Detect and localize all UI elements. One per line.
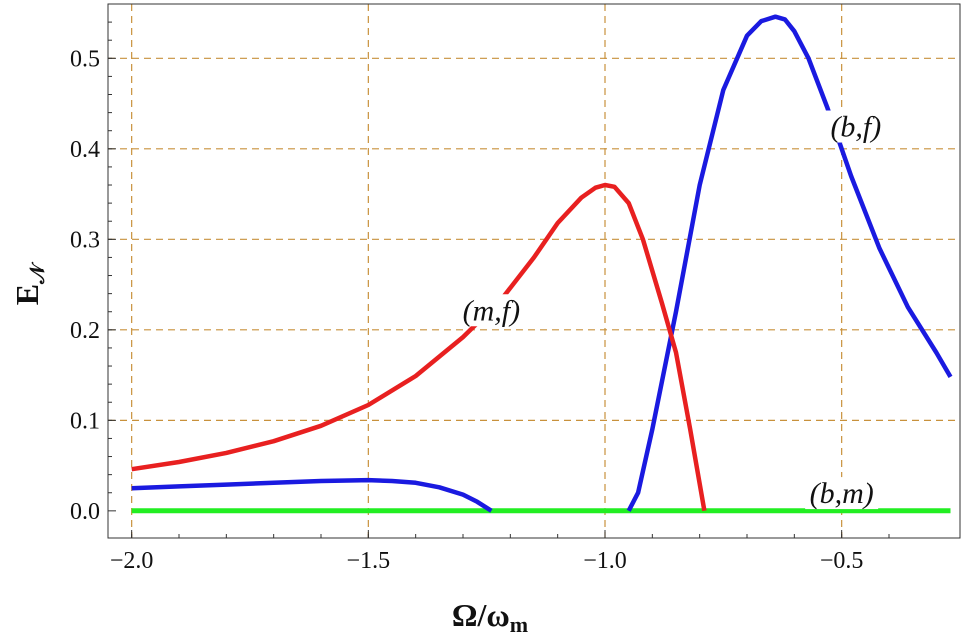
grid [108, 4, 960, 538]
curve-labels: (m,f) (b,f) (b,m) [454, 110, 893, 510]
curve-label-2: (b,m) [810, 477, 874, 510]
curve-label-1: (b,f) [830, 111, 881, 144]
curve-label-bg-1 [819, 110, 893, 143]
y-tick-label-1: 0.1 [70, 408, 100, 434]
x-tick-label-1: −1.5 [347, 548, 391, 574]
y-tick-label-5: 0.5 [70, 46, 100, 72]
x-tick-label-3: −0.5 [820, 548, 864, 574]
series-line-mf-0 [131, 182, 707, 512]
axis-ticks: −2.0 −1.5 −1.0 −0.5 0.0 0.1 0.2 0.3 0.4 0.5 [70, 21, 890, 574]
x-axis-title-main: Ω/ω [452, 597, 510, 633]
curve-label-bg-2 [805, 477, 879, 510]
curve-label-bg-0 [454, 294, 528, 327]
x-axis-title: Ω/ωm [452, 597, 528, 636]
series-line-bf-2 [626, 14, 953, 512]
y-axis-title-main: E [9, 284, 45, 305]
x-axis-title-sub: m [510, 612, 528, 636]
y-axis-title-sub: 𝒩 [27, 261, 49, 285]
y-tick-label-3: 0.3 [70, 227, 100, 253]
y-axis-title: E𝒩 [9, 261, 49, 305]
series-line-bf-1 [131, 477, 493, 513]
x-tick-label-2: −1.0 [583, 548, 627, 574]
x-tick-label-0: −2.0 [110, 548, 154, 574]
curve-label-0: (m,f) [463, 294, 520, 327]
series [131, 14, 953, 514]
y-tick-label-2: 0.2 [70, 318, 100, 344]
y-tick-label-0: 0.0 [70, 499, 100, 525]
y-tick-label-4: 0.4 [70, 137, 100, 163]
plot-frame [107, 3, 961, 539]
